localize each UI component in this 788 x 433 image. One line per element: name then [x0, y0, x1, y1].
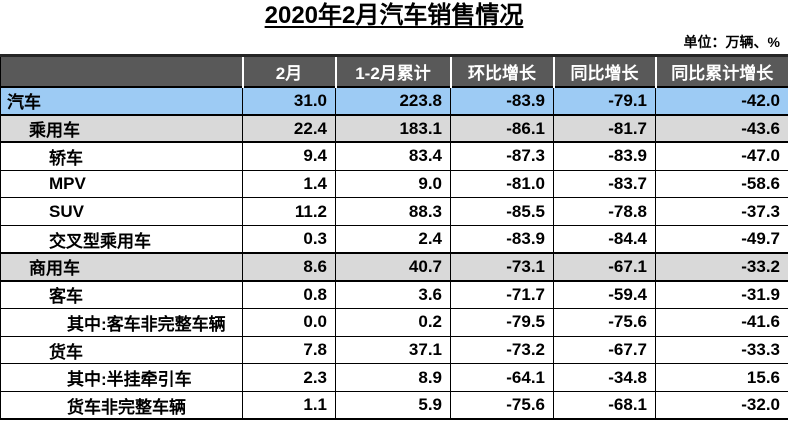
cell-value: -42.0	[655, 86, 788, 116]
page-title: 2020年2月汽车销售情况	[264, 2, 524, 29]
table-body: 汽车 31.0 223.8 -83.9 -79.1 -42.0 乘用车 22.4 183.1 -8…	[0, 86, 788, 421]
cell-value: 37.1	[335, 335, 451, 365]
table-row: 汽车 31.0 223.8 -83.9 -79.1 -42.0	[0, 86, 788, 116]
cell-value: -78.8	[553, 197, 656, 226]
cell-value: -73.1	[450, 252, 554, 282]
cell-value: 3.6	[335, 280, 451, 309]
cell-value: 40.7	[335, 252, 451, 282]
row-label: 汽车	[0, 86, 243, 116]
header-row: 2月 1-2月累计 环比增长 同比增长 同比累计增长	[0, 54, 788, 88]
table-row: 货车非完整车辆 1.1 5.9 -75.6 -68.1 -32.0	[0, 391, 788, 421]
table-row: 乘用车 22.4 183.1 -86.1 -81.7 -43.6	[0, 113, 788, 144]
row-label: 货车	[0, 335, 243, 365]
row-label: 交叉型乘用车	[0, 224, 243, 254]
cell-value: 11.2	[242, 197, 336, 226]
row-label: 其中:半挂牵引车	[0, 363, 243, 393]
cell-value: 88.3	[335, 197, 451, 226]
cell-value: -75.6	[553, 308, 656, 337]
table-row: MPV 1.4 9.0 -81.0 -83.7 -58.6	[0, 169, 788, 199]
cell-value: -83.9	[450, 224, 554, 254]
cell-value: 1.1	[242, 391, 336, 421]
cell-value: -83.9	[553, 141, 656, 171]
cell-value: -86.1	[450, 113, 554, 144]
cell-value: -83.7	[553, 169, 656, 199]
row-label: MPV	[0, 169, 243, 199]
cell-value: 2.3	[242, 363, 336, 393]
cell-value: -84.4	[553, 224, 656, 254]
table-row: 商用车 8.6 40.7 -73.1 -67.1 -33.2	[0, 252, 788, 282]
cell-value: -49.7	[655, 224, 788, 254]
cell-value: 8.6	[242, 252, 336, 282]
cell-value: -37.3	[655, 197, 788, 226]
cell-value: -75.6	[450, 391, 554, 421]
column-header: 环比增长	[449, 54, 554, 88]
cell-value: -83.9	[450, 86, 554, 116]
cell-value: 9.4	[242, 141, 336, 171]
cell-value: 83.4	[335, 141, 451, 171]
auto-sales-table: 2月 1-2月累计 环比增长 同比增长 同比累计增长 汽车 31.0 223.8 -83.9-…	[0, 54, 788, 421]
cell-value: -67.1	[553, 252, 656, 282]
table-row: 其中:客车非完整车辆 0.0 0.2 -79.5 -75.6 -41.6	[0, 308, 788, 337]
row-label: 客车	[0, 280, 243, 309]
row-label: 乘用车	[0, 113, 243, 144]
cell-value: 0.8	[242, 280, 336, 309]
column-header: 同比累计增长	[654, 54, 788, 88]
cell-value: 9.0	[335, 169, 451, 199]
cell-value: -47.0	[655, 141, 788, 171]
table-row: 轿车 9.4 83.4 -87.3 -83.9 -47.0	[0, 141, 788, 171]
cell-value: 31.0	[242, 86, 336, 116]
row-label: 商用车	[0, 252, 243, 282]
cell-value: -81.0	[450, 169, 554, 199]
cell-value: -34.8	[553, 363, 656, 393]
column-header: 2月	[241, 54, 336, 88]
cell-value: 1.4	[242, 169, 336, 199]
cell-value: -79.5	[450, 308, 554, 337]
cell-value: -32.0	[655, 391, 788, 421]
column-header: 同比增长	[552, 54, 656, 88]
cell-value: -33.3	[655, 335, 788, 365]
table-row: 货车 7.8 37.1 -73.2 -67.7 -33.3	[0, 335, 788, 365]
cell-value: 0.0	[242, 308, 336, 337]
cell-value: 7.8	[242, 335, 336, 365]
cell-value: -73.2	[450, 335, 554, 365]
cell-value: 5.9	[335, 391, 451, 421]
cell-value: 2.4	[335, 224, 451, 254]
unit-note: 单位：万辆、%	[683, 34, 780, 50]
row-label: SUV	[0, 197, 243, 226]
cell-value: 22.4	[242, 113, 336, 144]
cell-value: -68.1	[553, 391, 656, 421]
cell-value: -71.7	[450, 280, 554, 309]
cell-value: 8.9	[335, 363, 451, 393]
table-row: 客车 0.8 3.6 -71.7 -59.4 -31.9	[0, 280, 788, 309]
column-header	[0, 54, 243, 88]
column-header: 1-2月累计	[334, 54, 451, 88]
cell-value: -58.6	[655, 169, 788, 199]
cell-value: -81.7	[553, 113, 656, 144]
cell-value: -33.2	[655, 252, 788, 282]
row-label: 其中:客车非完整车辆	[0, 308, 243, 337]
cell-value: 0.2	[335, 308, 451, 337]
cell-value: 223.8	[335, 86, 451, 116]
table-row: 其中:半挂牵引车 2.3 8.9 -64.1 -34.8 15.6	[0, 363, 788, 393]
cell-value: -43.6	[655, 113, 788, 144]
table-row: SUV 11.2 88.3 -85.5 -78.8 -37.3	[0, 197, 788, 226]
cell-value: -85.5	[450, 197, 554, 226]
cell-value: -87.3	[450, 141, 554, 171]
cell-value: 15.6	[655, 363, 788, 393]
row-label: 轿车	[0, 141, 243, 171]
cell-value: 0.3	[242, 224, 336, 254]
cell-value: 183.1	[335, 113, 451, 144]
cell-value: -41.6	[655, 308, 788, 337]
row-label: 货车非完整车辆	[0, 391, 243, 421]
cell-value: -79.1	[553, 86, 656, 116]
cell-value: -59.4	[553, 280, 656, 309]
cell-value: -67.7	[553, 335, 656, 365]
table-row: 交叉型乘用车 0.3 2.4 -83.9 -84.4 -49.7	[0, 224, 788, 254]
cell-value: -31.9	[655, 280, 788, 309]
cell-value: -64.1	[450, 363, 554, 393]
